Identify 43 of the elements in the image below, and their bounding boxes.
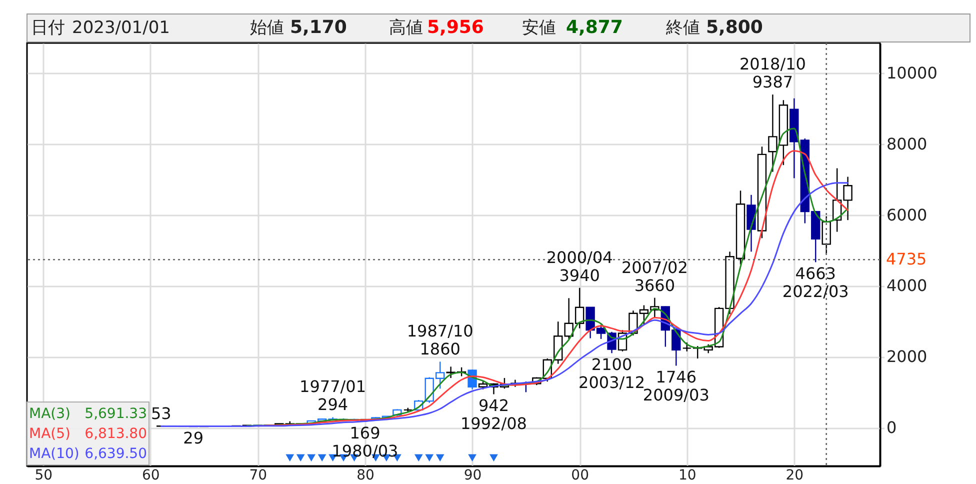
y-tick-label: 6000 bbox=[886, 205, 928, 224]
x-tick-label: 60 bbox=[142, 468, 160, 484]
text: 4,877 bbox=[566, 17, 623, 38]
x-tick-label: 50 bbox=[34, 468, 53, 484]
text: 高値 bbox=[389, 18, 423, 38]
x-tick-label: 10 bbox=[678, 468, 696, 484]
text: 5,800 bbox=[706, 17, 763, 38]
text: 5,170 bbox=[290, 17, 347, 38]
y-tick-label: 0 bbox=[886, 418, 897, 438]
y-tick-label: 4000 bbox=[886, 276, 928, 296]
text: 終値 bbox=[665, 18, 700, 38]
annotation: 1977/01 294 bbox=[300, 377, 366, 414]
text: MA(5) bbox=[29, 426, 70, 442]
text: 始値 bbox=[250, 18, 284, 38]
annotation: 1746 2009/03 bbox=[642, 368, 710, 405]
x-tick-label: 20 bbox=[786, 468, 804, 484]
annotation: 4663 2022/03 bbox=[782, 264, 849, 302]
annotation: 2007/02 3660 bbox=[621, 258, 688, 295]
annotation: 169 1980/03 bbox=[332, 424, 398, 461]
text: 5,956 bbox=[427, 17, 484, 38]
annotation: 6,639.50 bbox=[84, 446, 147, 462]
annotation: 1987/10 1860 bbox=[406, 322, 474, 359]
annotation: 6,813.80 bbox=[84, 426, 147, 442]
text: MA(10) bbox=[29, 446, 80, 462]
text: 2023/01/01 bbox=[72, 18, 170, 38]
y-tick-label: 2000 bbox=[886, 347, 928, 366]
annotation: 53 bbox=[150, 404, 172, 423]
x-tick-label: 80 bbox=[356, 468, 374, 484]
annotation: 942 1992/08 bbox=[460, 396, 527, 434]
annotation: 29 bbox=[183, 428, 204, 448]
y-tick-label: 8000 bbox=[886, 134, 928, 154]
annotation: 5,691.33 bbox=[84, 406, 147, 422]
x-tick-label: 70 bbox=[249, 468, 268, 484]
annotation: 2100 2003/12 bbox=[578, 355, 645, 392]
y-tick-label: 10000 bbox=[886, 63, 938, 82]
text: MA(3) bbox=[29, 406, 70, 422]
x-tick-label: 00 bbox=[571, 468, 589, 484]
text: 安値 bbox=[522, 18, 556, 38]
annotation: 2018/10 9387 bbox=[739, 54, 806, 92]
annotation: 2000/04 3940 bbox=[546, 248, 613, 285]
x-tick-label: 90 bbox=[464, 468, 482, 484]
ref-line-label: 4735 bbox=[886, 250, 927, 269]
text: 日付 bbox=[31, 18, 65, 38]
